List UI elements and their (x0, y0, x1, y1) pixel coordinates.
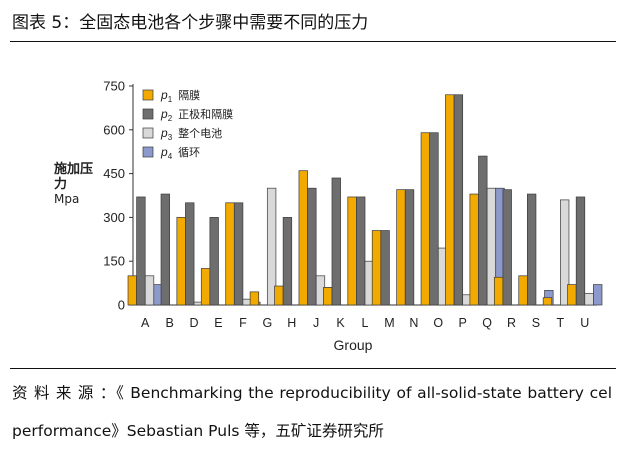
bar-p1-G (249, 291, 260, 306)
bar-p1-K (323, 287, 333, 306)
bar-p2-O (429, 132, 439, 306)
title-rule (10, 41, 616, 42)
legend-swatch-p3 (142, 127, 154, 139)
bar-p2-A (136, 196, 146, 306)
y-tick-label: 750 (103, 79, 125, 94)
x-tick-label: E (214, 316, 222, 330)
bar-p1-R (493, 276, 504, 306)
bar-chart: 0 150 300 450 600 750 A B D E F G H J K L M N O P Q R S T U Group… (103, 79, 603, 353)
x-tick-label: S (532, 316, 540, 330)
bar-p2-U (575, 196, 586, 306)
bar-p1-O (420, 132, 431, 306)
x-tick-label: T (557, 316, 565, 330)
x-tick-label: D (190, 316, 199, 330)
x-tick-label: J (313, 316, 319, 330)
bar-p1-S (518, 275, 528, 306)
x-tick-label: O (433, 316, 443, 330)
bar-p3-G (266, 187, 277, 306)
y-tick-label: 300 (103, 210, 125, 225)
x-tick-label: N (409, 316, 418, 330)
bar-p2-N (404, 189, 415, 306)
bar-p2-F (233, 202, 244, 306)
bar-p3-A (144, 275, 155, 306)
x-tick-label: R (507, 316, 516, 330)
y-axis-unit: Mpa (54, 192, 80, 206)
legend-swatch-p1 (142, 89, 154, 101)
x-tick-label: U (580, 316, 589, 330)
legend-label-p2: p2 正极和隔膜 (160, 107, 233, 123)
bar-p2-E (209, 217, 219, 306)
bar-p4-U (593, 284, 603, 306)
x-axis-title: Group (334, 337, 373, 353)
source-rule (10, 368, 616, 369)
bar-p1-J (298, 170, 308, 306)
x-tick-label: P (459, 316, 467, 330)
bar-p2-S (526, 193, 537, 306)
source-line-1: 资 料 来 源 ：《 Benchmarking the reproducibil… (12, 384, 612, 402)
bar-p1-A (127, 275, 137, 306)
bar-p1-N (396, 189, 406, 306)
bar-p2-L (356, 196, 366, 306)
bar-p1-H (274, 285, 284, 306)
x-tick-label: K (336, 316, 345, 330)
legend-label-p3: p3 整个电池 (160, 126, 222, 142)
y-tick-label: 0 (118, 298, 125, 313)
bar-p1-E (200, 268, 211, 306)
bar-p1-T (542, 297, 553, 306)
x-tick-label: F (239, 316, 247, 330)
bar-p3-U (584, 292, 594, 306)
bar-p2-J (307, 187, 317, 306)
y-tick-label: 150 (103, 254, 125, 269)
x-tick-label: L (362, 316, 369, 330)
bar-p2-P (453, 94, 464, 306)
y-tick-label: 450 (103, 166, 125, 181)
x-tick-label: H (287, 316, 296, 330)
legend-swatch-p2 (142, 108, 154, 120)
bar-p3-T (560, 199, 570, 306)
bar-p1-L (347, 196, 357, 306)
y-tick-label: 600 (103, 122, 125, 137)
bar-p1-M (371, 230, 382, 306)
bar-p1-U (567, 284, 577, 306)
bar-p2-R (502, 189, 512, 306)
source-line-2: performance》Sebastian Puls 等，五矿证券研究所 (12, 422, 384, 440)
x-tick-label: A (141, 316, 150, 330)
bar-p1-F (225, 202, 235, 306)
bar-p2-D (185, 202, 195, 306)
legend-swatch-p4 (142, 146, 154, 158)
bar-p2-Q (478, 155, 488, 306)
x-tick-label: Q (482, 316, 492, 330)
bar-p1-D (176, 217, 186, 306)
bar-p1-P (445, 94, 455, 306)
bar-p2-K (331, 177, 341, 306)
x-tick-label: B (165, 316, 173, 330)
bar-p1-Q (469, 193, 479, 306)
legend-label-p4: p4 循环 (160, 145, 200, 161)
y-axis-title: 施加压力 (54, 162, 94, 192)
legend-label-p1: p1 隔膜 (160, 88, 200, 104)
x-tick-label: M (384, 316, 394, 330)
bar-p2-M (380, 230, 390, 306)
x-tick-label: G (262, 316, 272, 330)
figure-title: 图表 5：全固态电池各个步骤中需要不同的压力 (12, 13, 369, 33)
bar-p2-B (160, 193, 170, 306)
bar-p2-H (282, 217, 293, 306)
y-axis-label: 施加压力 Mpa (54, 162, 104, 207)
